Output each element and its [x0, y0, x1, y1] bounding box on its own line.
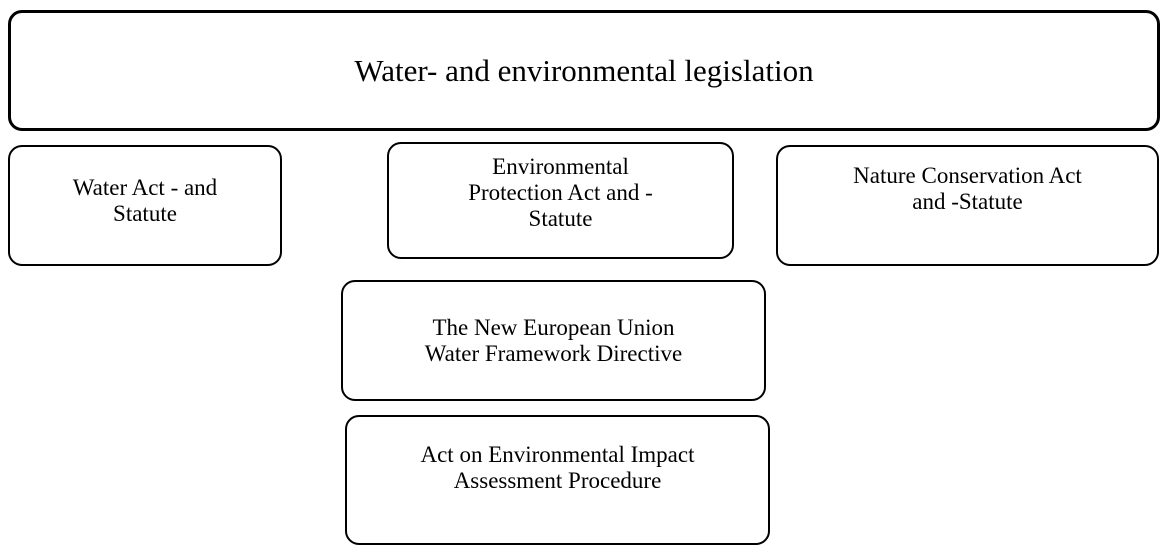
node-label: and -Statute: [912, 189, 1023, 214]
node-label: Water Act - and: [72, 175, 218, 200]
node-label: Environmental: [492, 154, 629, 179]
node-label: The New European Union: [432, 314, 675, 340]
node-box: Act on Environmental Impact Assessment Pr…: [345, 415, 770, 545]
node-label: Water Framework Directive: [424, 340, 683, 366]
node-label: Nature Conservation Act: [853, 163, 1082, 188]
node-label: Assessment Procedure: [453, 468, 662, 493]
node-label: Statute: [113, 201, 177, 226]
node-box: Water Act - and Statute: [8, 145, 282, 266]
node-box: Environmental Protection Act and - Statute: [387, 142, 734, 259]
node-label: Statute: [528, 206, 593, 231]
page: Water- and environmental legislation Wat…: [8, 10, 1160, 545]
node-label: Protection Act and -: [468, 180, 653, 205]
node-box: Nature Conservation Act and -Statute: [776, 145, 1159, 266]
node-box: The New European Union Water Framework Di…: [341, 280, 766, 401]
node-label: Act on Environmental Impact: [420, 442, 695, 467]
root-box: Water- and environmental legislation: [8, 10, 1160, 131]
root-title: Water- and environmental legislation: [354, 52, 814, 88]
